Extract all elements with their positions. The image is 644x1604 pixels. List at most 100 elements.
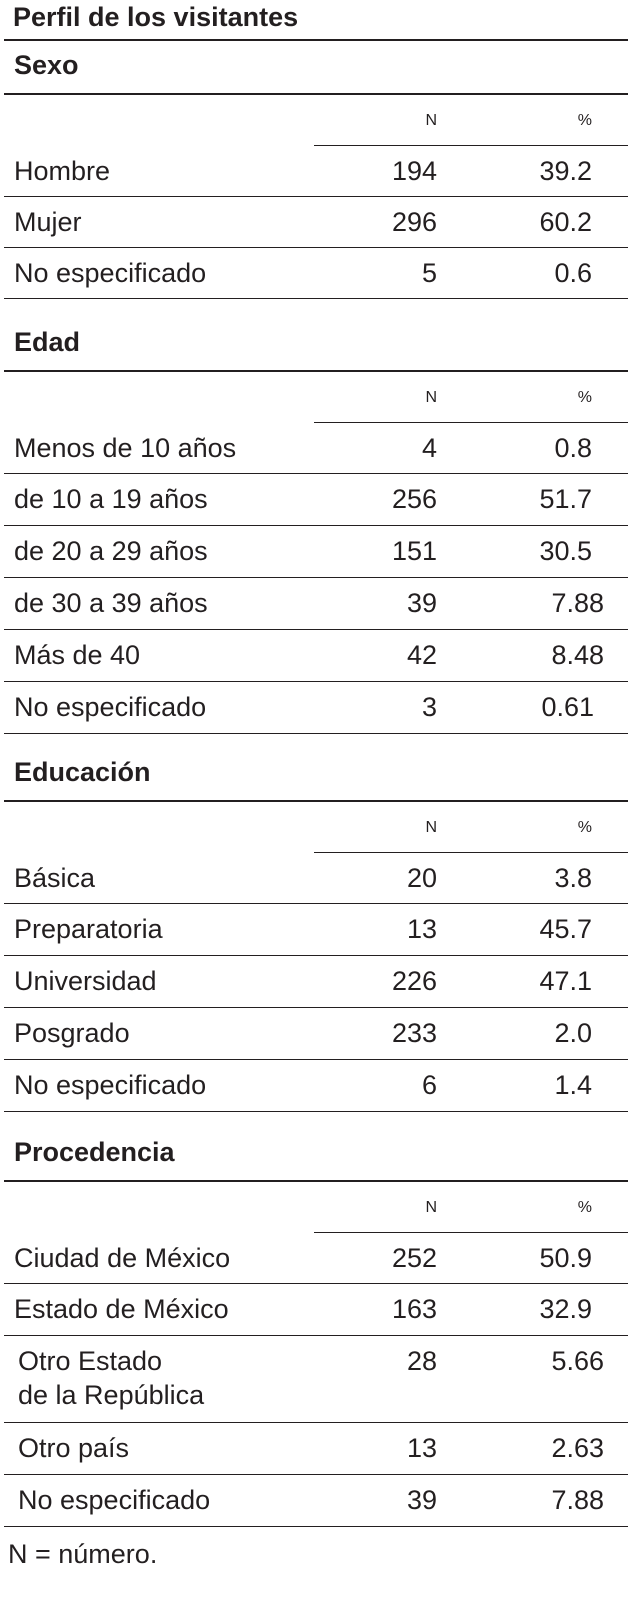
table-row: Otro país 13 2.63 (4, 1423, 628, 1475)
section-heading: Sexo (4, 39, 628, 93)
column-header-pct: % (577, 112, 592, 129)
row-n: 20 (406, 863, 437, 893)
row-n: 151 (391, 536, 437, 566)
table-row: Posgrado 233 2.0 (4, 1008, 628, 1060)
table-row: Ciudad de México 252 50.9 (4, 1233, 628, 1284)
row-pct: 7.88 (551, 588, 604, 618)
table-row: Menos de 10 años 4 0.8 (4, 423, 628, 474)
row-n: 6 (421, 1070, 437, 1100)
row-pct: 8.48 (551, 640, 604, 670)
row-n: 28 (406, 1346, 437, 1376)
row-n: 39 (406, 588, 437, 618)
row-label: Preparatoria (14, 914, 163, 944)
table-row: Universidad 226 47.1 (4, 956, 628, 1008)
table-row: Mujer 296 60.2 (4, 197, 628, 248)
column-header-pct: % (577, 389, 592, 406)
table-row: de 20 a 29 años 151 30.5 (4, 526, 628, 578)
column-header-row: N % (4, 800, 628, 853)
column-header-n: N (425, 819, 437, 836)
table-row: de 10 a 19 años 256 51.7 (4, 474, 628, 526)
section-sexo: Sexo N % Hombre 194 39.2 Mujer 296 60.2 … (4, 39, 628, 299)
section-procedencia: Procedencia N % Ciudad de México 252 50.… (4, 1128, 628, 1527)
row-n: 39 (406, 1485, 437, 1515)
row-label: Básica (14, 863, 96, 893)
row-pct: 5.66 (551, 1346, 604, 1376)
row-label: No especificado (14, 1070, 207, 1100)
table-row: Hombre 194 39.2 (4, 146, 628, 197)
table-row: No especificado 5 0.6 (4, 248, 628, 299)
row-pct: 51.7 (539, 484, 592, 514)
row-label: Otro Estado (18, 1346, 163, 1376)
row-pct: 0.6 (554, 258, 592, 288)
row-label: Otro país (18, 1433, 130, 1463)
row-n: 13 (406, 1433, 437, 1463)
table-row: Estado de México 163 32.9 (4, 1284, 628, 1336)
row-n: 194 (391, 156, 437, 186)
column-header-n: N (425, 1199, 437, 1216)
row-label: No especificado (18, 1485, 211, 1515)
row-pct: 1.4 (554, 1070, 592, 1100)
table-row: Más de 40 42 8.48 (4, 630, 628, 682)
row-label: No especificado (14, 692, 207, 722)
table-row: No especificado 3 0.61 (4, 682, 628, 734)
row-n: 5 (421, 258, 437, 288)
row-label: de 30 a 39 años (14, 588, 208, 618)
table-row: No especificado 39 7.88 (4, 1475, 628, 1527)
row-pct: 47.1 (539, 966, 592, 996)
row-pct: 2.63 (551, 1433, 604, 1463)
table-row: Básica 20 3.8 (4, 853, 628, 904)
row-pct: 7.88 (551, 1485, 604, 1515)
column-header-pct: % (577, 1199, 592, 1216)
row-pct: 45.7 (539, 914, 592, 944)
table-row: Otro Estado de la República 28 5.66 (4, 1336, 628, 1423)
section-educacion: Educación N % Básica 20 3.8 Preparatoria… (4, 748, 628, 1112)
row-n: 42 (406, 640, 437, 670)
table-row: No especificado 6 1.4 (4, 1060, 628, 1112)
column-header-row: N % (4, 93, 628, 146)
column-header-pct: % (577, 819, 592, 836)
column-header-n: N (425, 112, 437, 129)
row-label: de 20 a 29 años (14, 536, 208, 566)
section-heading: Edad (14, 327, 81, 357)
row-n: 226 (391, 966, 437, 996)
row-pct: 0.8 (554, 433, 592, 463)
table-title: Perfil de los visitantes (13, 2, 299, 32)
row-n: 296 (391, 207, 437, 237)
section-heading: Educación (14, 757, 151, 787)
row-n: 233 (391, 1018, 437, 1048)
row-label: Ciudad de México (14, 1243, 231, 1273)
row-n: 256 (391, 484, 437, 514)
row-pct: 30.5 (539, 536, 592, 566)
row-label: Hombre (14, 156, 111, 186)
row-n: 163 (391, 1294, 437, 1324)
column-header-row: N % (4, 1180, 628, 1233)
row-n: 252 (391, 1243, 437, 1273)
row-label: Menos de 10 años (14, 433, 237, 463)
footnote: N = número. (8, 1539, 158, 1569)
row-n: 13 (406, 914, 437, 944)
row-label: Mujer (14, 207, 82, 237)
row-label: No especificado (14, 258, 207, 288)
row-n: 4 (421, 433, 437, 463)
section-edad: Edad N % Menos de 10 años 4 0.8 de 10 a … (4, 318, 628, 734)
row-pct: 32.9 (539, 1294, 592, 1324)
row-pct: 0.61 (541, 692, 594, 722)
section-heading: Procedencia (14, 1137, 175, 1167)
row-label: Estado de México (14, 1294, 229, 1324)
row-label: Universidad (14, 966, 157, 996)
column-header-row: N % (4, 370, 628, 423)
row-label-line2: de la República (18, 1380, 205, 1410)
row-pct: 2.0 (554, 1018, 592, 1048)
row-n: 3 (421, 692, 437, 722)
row-label: de 10 a 19 años (14, 484, 208, 514)
table-row: de 30 a 39 años 39 7.88 (4, 578, 628, 630)
row-label: Más de 40 (14, 640, 141, 670)
row-pct: 50.9 (539, 1243, 592, 1273)
column-header-n: N (425, 389, 437, 406)
row-pct: 60.2 (539, 207, 592, 237)
row-label: Posgrado (14, 1018, 130, 1048)
table-row: Preparatoria 13 45.7 (4, 904, 628, 956)
row-pct: 39.2 (539, 156, 592, 186)
row-pct: 3.8 (554, 863, 592, 893)
